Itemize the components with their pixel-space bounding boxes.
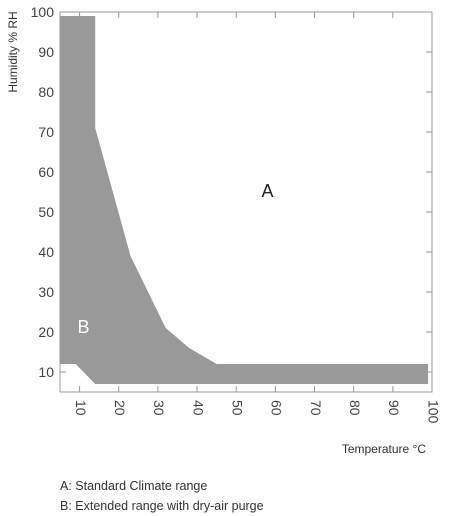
y-tick-label: 20: [38, 324, 54, 340]
y-tick-label: 40: [38, 244, 54, 260]
y-tick-label: 50: [38, 204, 54, 220]
y-tick-label: 10: [38, 364, 54, 380]
y-tick-label: 80: [38, 84, 54, 100]
x-tick-label: 70: [308, 400, 324, 416]
x-tick-label: 60: [269, 400, 285, 416]
x-tick-label: 80: [347, 400, 363, 416]
y-axis-title: Humidity % RH: [6, 11, 20, 92]
y-tick-label: 90: [38, 44, 54, 60]
region-label-a: A: [262, 181, 274, 201]
y-tick-label: 60: [38, 164, 54, 180]
plot-frame: [59, 11, 433, 393]
x-tick-label: 50: [230, 400, 246, 416]
legend-item-b: B: Extended range with dry-air purge: [60, 499, 264, 513]
x-tick-label: 30: [151, 400, 167, 416]
legend: A: Standard Climate range B: Extended ra…: [60, 476, 264, 516]
x-tick-label: 90: [386, 400, 402, 416]
x-tick-label: 40: [190, 400, 206, 416]
y-tick-label: 70: [38, 124, 54, 140]
region-label-b: B: [77, 317, 89, 337]
x-tick-label: 100: [425, 400, 441, 424]
legend-item-a: A: Standard Climate range: [60, 479, 208, 493]
x-tick-label: 10: [73, 400, 89, 416]
x-axis-title: Temperature °C: [342, 442, 426, 456]
x-tick-label: 20: [112, 400, 128, 416]
region-b: [60, 16, 429, 384]
y-tick-label: 30: [38, 284, 54, 300]
y-tick-label: 100: [31, 4, 55, 20]
